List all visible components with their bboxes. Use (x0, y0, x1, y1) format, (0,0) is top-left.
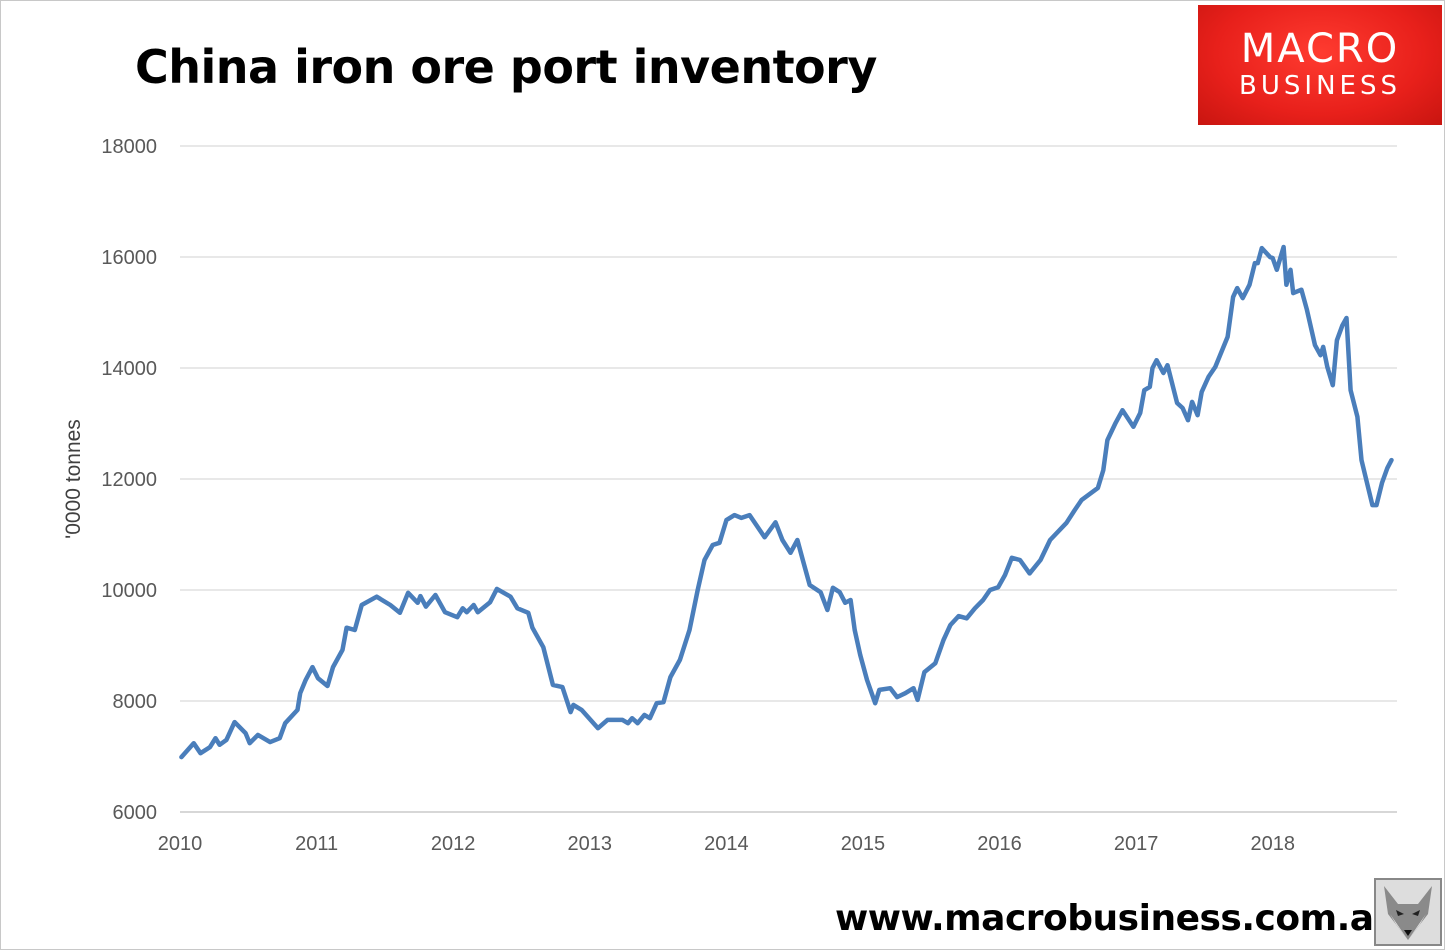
y-tick-label: 16000 (101, 247, 157, 269)
series-line-inventory (179, 244, 1394, 760)
x-tick-label: 2017 (1114, 833, 1159, 855)
x-tick-labels: 2010 2011 2012 2013 2014 2015 2016 2017 2018 (158, 833, 1295, 855)
y-tick-label: 18000 (101, 136, 157, 158)
fox-icon (1374, 878, 1442, 946)
y-tick-label: 10000 (101, 580, 157, 602)
y-tick-label: 12000 (101, 469, 157, 491)
x-tick-label: 2015 (841, 833, 886, 855)
x-tick-label: 2018 (1250, 833, 1295, 855)
y-tick-label: 6000 (113, 802, 158, 824)
chart-title: China iron ore port inventory (135, 40, 877, 94)
y-axis-label: '0000 tonnes (62, 419, 85, 539)
x-tick-label: 2010 (158, 833, 203, 855)
x-tick-label: 2014 (704, 833, 749, 855)
x-tick-label: 2016 (977, 833, 1022, 855)
y-tick-label: 14000 (101, 358, 157, 380)
macrobusiness-logo: MACRO BUSINESS (1198, 5, 1442, 125)
y-tick-label: 8000 (113, 691, 158, 713)
website-url: www.macrobusiness.com.au (835, 898, 1399, 939)
x-tick-label: 2012 (431, 833, 476, 855)
logo-line2: BUSINESS (1239, 71, 1401, 101)
y-tick-labels: 6000 8000 10000 12000 14000 16000 18000 (101, 136, 157, 824)
gridlines (180, 145, 1397, 813)
x-tick-label: 2013 (568, 833, 613, 855)
data-points (181, 246, 1392, 758)
x-tick-label: 2011 (295, 833, 338, 855)
logo-line1: MACRO (1240, 26, 1400, 72)
